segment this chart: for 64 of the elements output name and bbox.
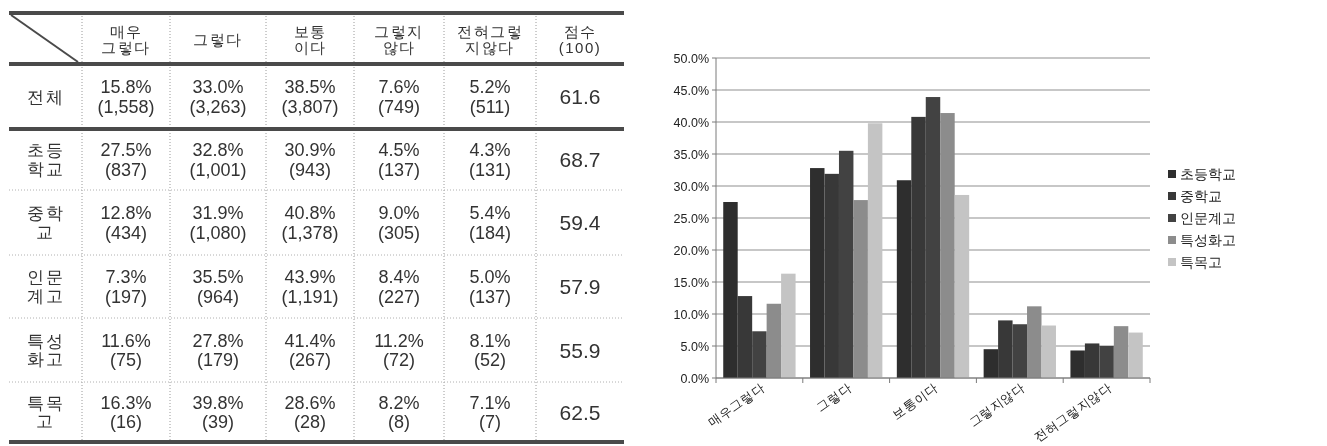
text: 7.6% (749) [377, 77, 421, 117]
text: 5.0% (137) [468, 267, 512, 307]
y-tick-label: 20.0% [673, 243, 709, 258]
text: 8.4% (227) [377, 267, 421, 307]
legend-label: 특목고 [1180, 255, 1222, 270]
text: 27.8% (179) [192, 330, 244, 371]
y-tick-label: 35.0% [673, 147, 709, 162]
text: 39.8% (39) [192, 392, 244, 433]
text: 38.5% (3,807) [281, 77, 339, 117]
text: 43.9% (1,191) [281, 267, 339, 307]
y-tick-label: 25.0% [673, 211, 709, 226]
text: 33.0% (3,263) [189, 77, 247, 117]
text: 41.4% (267) [284, 330, 336, 371]
text: 4.3% (131) [468, 140, 512, 180]
text: 15.8% (1,558) [97, 77, 155, 117]
category-label: 초등 학교 [26, 141, 65, 179]
category-label: 특성 화고 [26, 331, 65, 370]
text: 55.9 [559, 338, 601, 362]
text: 12.8% (434) [100, 203, 152, 243]
y-tick-label: 0.0% [680, 371, 709, 386]
category-label: 중학 교 [26, 204, 65, 242]
text: 27.5% (837) [100, 140, 152, 180]
text: 40.8% (1,378) [281, 203, 339, 243]
legend-label: 특성화고 [1180, 233, 1236, 248]
category-label: 전체 [26, 87, 65, 107]
category-label: 점수 (100) [558, 22, 602, 56]
text: 16.3% (16) [100, 392, 152, 433]
y-tick-label: 15.0% [673, 275, 709, 290]
y-tick-label: 10.0% [673, 307, 709, 322]
text: 62.5 [559, 400, 601, 424]
text: 31.9% (1,080) [189, 203, 247, 243]
text: 11.2% (72) [374, 330, 424, 371]
text: 7.1% (7) [469, 392, 511, 433]
category-label: 그렇다 [193, 30, 243, 48]
text: 59.4 [559, 211, 601, 235]
legend-label: 중학교 [1180, 189, 1222, 204]
text: 8.2% (8) [378, 392, 420, 433]
y-tick-label: 45.0% [673, 83, 709, 98]
text: 5.4% (184) [468, 203, 512, 243]
category-label: 인문 계고 [26, 268, 65, 306]
text: 28.6% (28) [284, 392, 336, 433]
text: 30.9% (943) [284, 140, 336, 180]
category-label: 그렇지 않다 [374, 22, 424, 56]
category-label: 전혀그렇 지않다 [457, 22, 523, 56]
y-tick-label: 5.0% [680, 339, 709, 354]
y-tick-label: 50.0% [673, 51, 709, 66]
text: 57.9 [559, 275, 601, 299]
text: 61.6 [559, 85, 601, 109]
text: 4.5% (137) [377, 140, 421, 180]
text: 9.0% (305) [377, 203, 421, 243]
text: 5.2% (511) [469, 77, 511, 117]
text: 35.5% (964) [192, 267, 244, 307]
legend-label: 인문계고 [1180, 211, 1236, 226]
category-label: 보통 이다 [293, 22, 327, 56]
y-tick-label: 30.0% [673, 179, 709, 194]
category-label: 매우 그렇다 [101, 22, 151, 56]
text: 11.6% (75) [101, 330, 151, 371]
category-label: 특목 고 [26, 393, 65, 432]
text: 68.7 [559, 148, 601, 172]
text: 8.1% (52) [469, 330, 511, 371]
text: 32.8% (1,001) [189, 140, 247, 180]
legend-label: 초등학교 [1180, 167, 1236, 182]
y-tick-label: 40.0% [673, 115, 709, 130]
text: 7.3% (197) [104, 267, 148, 307]
